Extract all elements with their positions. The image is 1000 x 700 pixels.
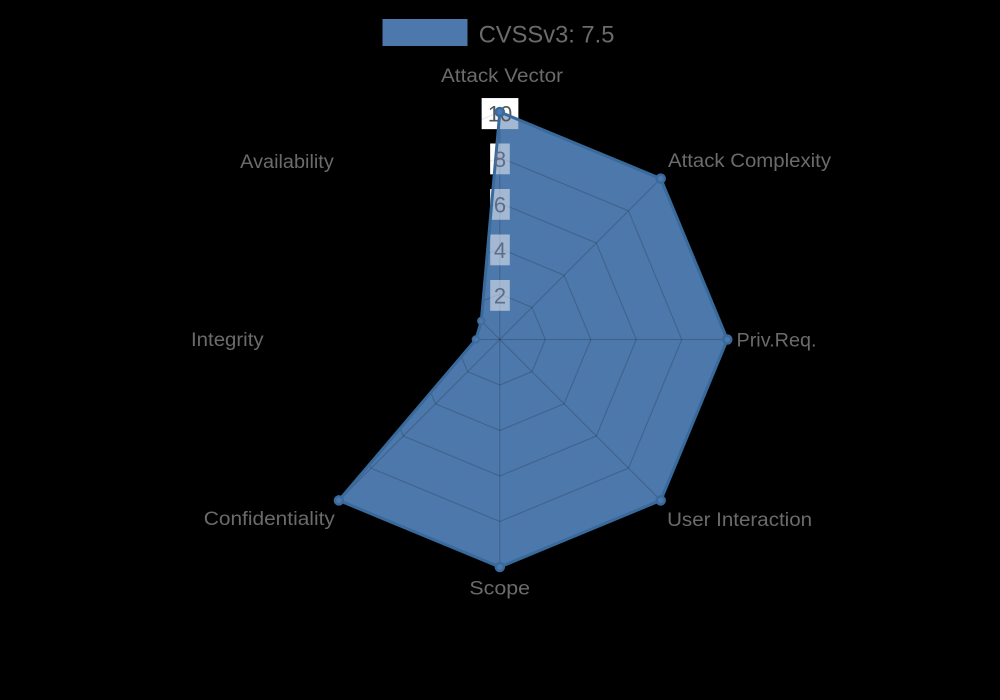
svg-text:Scope: Scope xyxy=(469,578,530,599)
svg-text:User Interaction: User Interaction xyxy=(667,510,812,531)
svg-text:Priv.Req.: Priv.Req. xyxy=(737,330,817,351)
svg-text:Availability: Availability xyxy=(240,152,334,173)
svg-text:Attack Complexity: Attack Complexity xyxy=(668,151,832,172)
svg-text:2: 2 xyxy=(494,283,506,308)
svg-text:6: 6 xyxy=(494,192,506,217)
svg-text:4: 4 xyxy=(494,238,506,263)
svg-text:Integrity: Integrity xyxy=(191,330,264,351)
svg-text:CVSSv3: 7.5: CVSSv3: 7.5 xyxy=(479,21,615,48)
svg-text:8: 8 xyxy=(494,147,506,172)
svg-text:Attack Vector: Attack Vector xyxy=(441,66,564,87)
svg-text:Confidentiality: Confidentiality xyxy=(204,509,336,530)
